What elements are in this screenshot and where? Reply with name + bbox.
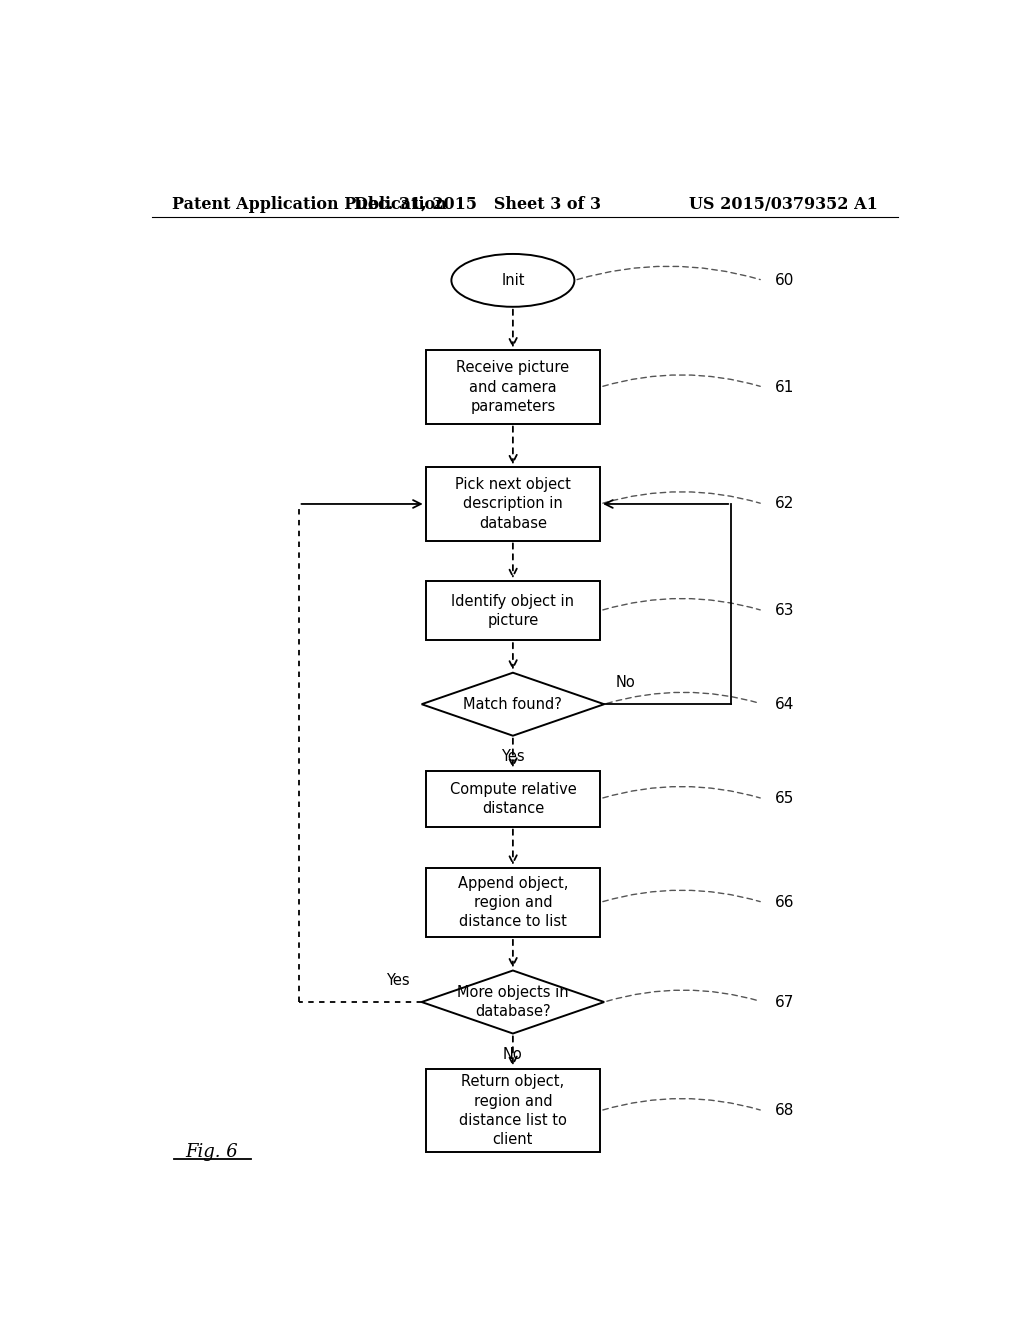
Text: Yes: Yes: [501, 748, 524, 764]
Text: Append object,
region and
distance to list: Append object, region and distance to li…: [458, 875, 568, 929]
Text: Patent Application Publication: Patent Application Publication: [172, 195, 446, 213]
Text: Fig. 6: Fig. 6: [185, 1143, 238, 1162]
Text: US 2015/0379352 A1: US 2015/0379352 A1: [689, 195, 878, 213]
Text: Compute relative
distance: Compute relative distance: [450, 781, 577, 816]
Text: Init: Init: [501, 273, 524, 288]
Text: 68: 68: [775, 1104, 795, 1118]
Text: 63: 63: [775, 603, 795, 618]
Text: No: No: [503, 1047, 523, 1061]
Text: 61: 61: [775, 380, 795, 395]
Text: 66: 66: [775, 895, 795, 909]
Text: Receive picture
and camera
parameters: Receive picture and camera parameters: [457, 360, 569, 413]
Text: Dec. 31, 2015   Sheet 3 of 3: Dec. 31, 2015 Sheet 3 of 3: [353, 195, 601, 213]
Text: No: No: [616, 675, 636, 690]
Text: 62: 62: [775, 496, 795, 511]
Text: 65: 65: [775, 791, 795, 807]
Text: Yes: Yes: [386, 973, 410, 987]
Text: 64: 64: [775, 697, 795, 711]
Text: More objects in
database?: More objects in database?: [457, 985, 568, 1019]
Text: Match found?: Match found?: [464, 697, 562, 711]
Text: Identify object in
picture: Identify object in picture: [452, 594, 574, 628]
Text: Pick next object
description in
database: Pick next object description in database: [455, 478, 570, 531]
Text: 60: 60: [775, 273, 795, 288]
Text: 67: 67: [775, 994, 795, 1010]
Text: Return object,
region and
distance list to
client: Return object, region and distance list …: [459, 1074, 567, 1147]
